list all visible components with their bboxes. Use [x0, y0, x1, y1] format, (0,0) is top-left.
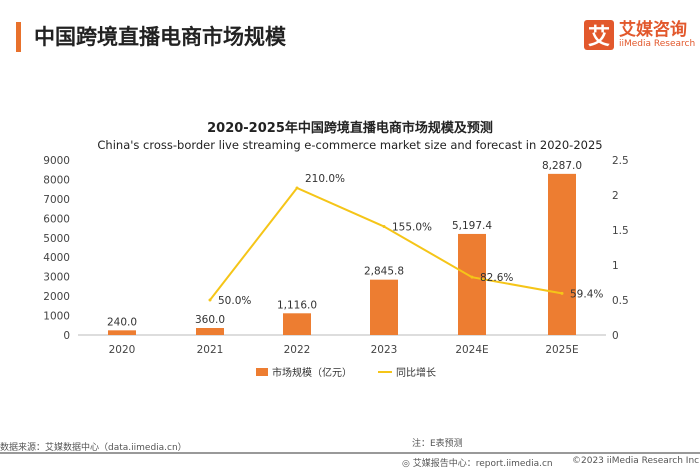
- footer-divider: [0, 452, 700, 454]
- left-tick-label: 9000: [43, 155, 70, 167]
- right-tick-label: 0: [612, 330, 619, 342]
- bar-data-label: 360.0: [195, 314, 225, 326]
- bar: [108, 330, 136, 335]
- forecast-note: 注：E表预测: [412, 439, 463, 449]
- legend-bar-label: 市场规模（亿元）: [272, 366, 352, 379]
- x-tick-label: 2025E: [545, 344, 578, 356]
- bar-data-label: 5,197.4: [452, 220, 492, 232]
- growth-point: [560, 291, 564, 295]
- bar: [283, 313, 311, 335]
- bar: [196, 328, 224, 335]
- growth-data-label: 155.0%: [392, 222, 432, 234]
- bar: [370, 279, 398, 335]
- left-tick-label: 7000: [43, 194, 70, 206]
- bar-data-label: 8,287.0: [542, 160, 582, 172]
- logo-mark: 艾: [584, 20, 614, 50]
- left-tick-label: 0: [63, 330, 70, 342]
- iimedia-logo: 艾 艾媒咨询 iiMedia Research: [584, 20, 695, 50]
- left-tick-label: 6000: [43, 213, 70, 225]
- left-tick-label: 4000: [43, 252, 70, 264]
- chart-title: 2020-2025年中国跨境直播电商市场规模及预测: [207, 121, 493, 136]
- left-tick-label: 1000: [43, 311, 70, 323]
- growth-point: [382, 225, 386, 228]
- x-tick-label: 2023: [371, 344, 398, 356]
- x-tick-label: 2024E: [455, 344, 488, 356]
- left-tick-label: 8000: [43, 174, 70, 186]
- report-center: ◎ 艾媒报告中心：report.iimedia.cn: [402, 459, 553, 469]
- growth-data-label: 82.6%: [480, 272, 513, 284]
- copyright: ©2023 iiMedia Research Inc: [572, 456, 700, 466]
- right-tick-label: 1: [612, 260, 619, 272]
- x-tick-label: 2020: [109, 344, 136, 356]
- x-tick-label: 2022: [284, 344, 311, 356]
- growth-data-label: 210.0%: [305, 173, 345, 185]
- right-tick-label: 1.5: [612, 225, 629, 237]
- legend-bar-swatch: [256, 368, 268, 376]
- bar-data-label: 240.0: [107, 316, 137, 328]
- logo-en: iiMedia Research: [619, 39, 696, 49]
- page-title: 中国跨境直播电商市场规模: [34, 25, 286, 49]
- right-tick-label: 0.5: [612, 295, 629, 307]
- bar: [548, 173, 576, 335]
- growth-point: [295, 186, 299, 190]
- bar: [458, 233, 486, 335]
- right-tick-label: 2: [612, 190, 619, 202]
- left-tick-label: 5000: [43, 233, 70, 245]
- left-tick-label: 3000: [43, 272, 70, 284]
- report-link: 艾媒报告中心：report.iimedia.cn: [412, 459, 553, 469]
- source-note: 数据来源：艾媒数据中心（data.iimedia.cn）: [0, 443, 187, 453]
- left-tick-label: 2000: [43, 291, 70, 303]
- x-tick-label: 2021: [197, 344, 224, 356]
- bar-data-label: 1,116.0: [277, 299, 317, 311]
- right-tick-label: 2.5: [612, 155, 629, 167]
- title-accent-bar: [16, 22, 21, 52]
- growth-data-label: 59.4%: [570, 288, 603, 300]
- logo-cn: 艾媒咨询: [619, 20, 687, 40]
- chart-subtitle: China's cross-border live streaming e-co…: [97, 138, 603, 152]
- growth-point: [208, 298, 212, 302]
- growth-data-label: 50.0%: [218, 295, 251, 307]
- bar-data-label: 2,845.8: [364, 266, 404, 278]
- growth-point: [470, 275, 474, 279]
- legend-line-label: 同比增长: [396, 366, 436, 379]
